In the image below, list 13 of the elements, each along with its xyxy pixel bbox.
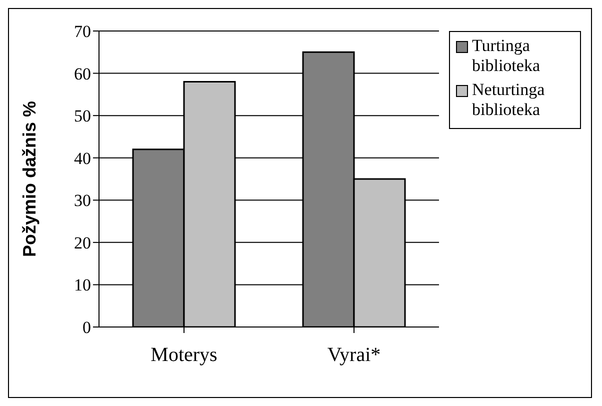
y-tick-label: 70 bbox=[74, 22, 91, 42]
legend-label: Neturtinga biblioteka bbox=[472, 80, 546, 120]
y-tick-label: 20 bbox=[74, 233, 91, 252]
y-tick-label: 30 bbox=[74, 191, 91, 210]
y-axis-title: Požymio dažnis % bbox=[19, 100, 40, 258]
y-tick-label: 40 bbox=[74, 148, 91, 168]
y-tick-label: 50 bbox=[74, 106, 91, 126]
y-tick-label: 10 bbox=[74, 276, 91, 295]
y-tick-label: 0 bbox=[82, 318, 91, 338]
y-tick-label: 60 bbox=[74, 64, 91, 84]
x-tick-label: Vyrai* bbox=[327, 344, 381, 366]
legend-label: Turtinga biblioteka bbox=[472, 36, 541, 76]
x-tick-label: Moterys bbox=[150, 344, 218, 366]
